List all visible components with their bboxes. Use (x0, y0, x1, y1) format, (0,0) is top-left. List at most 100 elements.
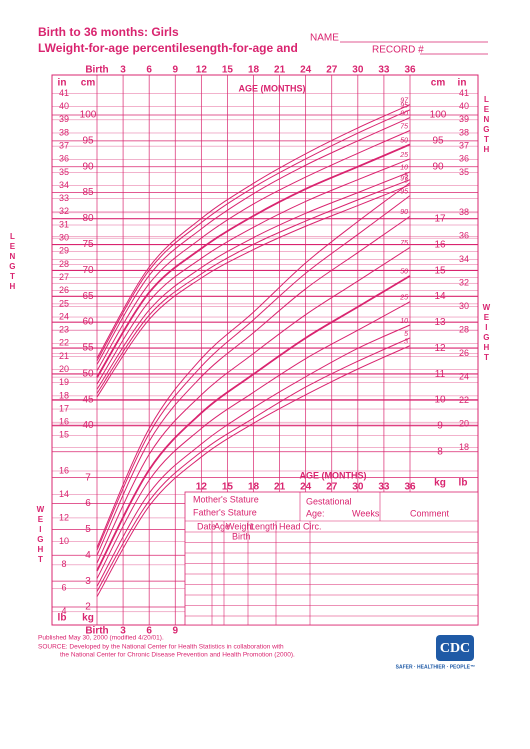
inch-tick-label: 16 (59, 417, 69, 427)
kg-tick-label: 3 (85, 576, 91, 587)
inch-tick-label: 20 (59, 364, 69, 374)
percentile-label: 50 (400, 269, 408, 276)
lb-tick-label: 12 (59, 512, 69, 522)
percentile-curve (96, 130, 411, 371)
inch-tick-label: 35 (459, 167, 469, 177)
percentile-label: 90 (400, 110, 408, 117)
kg-tick-label: 4 (85, 550, 91, 561)
axis-title: LENGTH (482, 95, 491, 155)
x-tick-label: 21 (274, 482, 286, 493)
percentile-curve (96, 246, 411, 564)
x-tick-label: 15 (222, 482, 234, 493)
cm-tick-label: 90 (432, 161, 444, 172)
inch-tick-label: 32 (59, 206, 69, 216)
x-tick-label: 30 (352, 482, 364, 493)
x-tick-label: 33 (378, 482, 390, 493)
cm-tick-label: 95 (432, 135, 444, 146)
lb-tick-label: 6 (61, 583, 66, 593)
percentile-curve (96, 337, 411, 592)
gestational: Gestational (306, 496, 352, 506)
inch-tick-label: 15 (59, 430, 69, 440)
x-tick-label: 9 (172, 65, 178, 76)
x-tick-label: 12 (196, 482, 208, 493)
axis-title: LENGTH (8, 232, 17, 292)
percentile-label: 97 (400, 97, 409, 104)
percentile-label: 97 (400, 176, 409, 183)
x-tick-label: 18 (248, 482, 260, 493)
x-tick-label: Birth (85, 65, 108, 76)
published: Published May 30, 2000 (modified 4/20/01… (38, 635, 164, 642)
percentile-curve (96, 158, 411, 385)
x-tick-label: 21 (274, 65, 286, 76)
percentile-label: 25 (399, 295, 408, 302)
inch-tick-label: 38 (459, 127, 469, 137)
inch-tick-label: 22 (59, 338, 69, 348)
x-tick-label: 6 (146, 626, 152, 637)
x-tick-label: 3 (120, 65, 126, 76)
inch-tick-label: 37 (459, 141, 469, 151)
unit-label: in (58, 78, 67, 89)
lb-tick-label: 24 (459, 371, 469, 381)
unit-label: in (458, 78, 467, 89)
x-tick-label: 30 (352, 65, 364, 76)
lb-tick-label: 34 (459, 254, 469, 264)
inch-tick-label: 30 (59, 233, 69, 243)
lb-tick-label: 36 (459, 231, 469, 241)
kg-tick-label: 15 (434, 265, 446, 276)
inch-tick-label: 23 (59, 325, 69, 335)
lb-tick-label: 10 (59, 536, 69, 546)
x-tick-label: 36 (404, 482, 416, 493)
column-header: Age (214, 521, 230, 531)
kg-tick-label: 2 (85, 602, 91, 613)
percentile-curve (96, 345, 411, 597)
percentile-curve (96, 195, 411, 551)
inch-tick-label: 29 (59, 246, 69, 256)
lb-tick-label: 16 (59, 465, 69, 475)
x-tick-label: 27 (326, 482, 338, 493)
cm-tick-label: 85 (82, 187, 94, 198)
unit-label: lb (58, 613, 67, 624)
kg-tick-label: 8 (437, 446, 443, 457)
cdc-logo (436, 635, 474, 661)
table-box (184, 491, 479, 626)
percentile-curve (96, 104, 411, 359)
inch-tick-label: 28 (59, 259, 69, 269)
percentile-curve (96, 179, 411, 394)
weeks-label: Weeks (352, 508, 380, 518)
kg-tick-label: 9 (437, 421, 443, 432)
percentile-label: 25 (399, 152, 408, 159)
cm-tick-label: 100 (80, 110, 97, 121)
kg-tick-label: 12 (434, 343, 446, 354)
kg-tick-label: 16 (434, 239, 446, 250)
inch-tick-label: 25 (59, 298, 69, 308)
unit-label: kg (434, 478, 446, 489)
inch-tick-label: 37 (59, 141, 69, 151)
lb-tick-label: 18 (459, 442, 469, 452)
percentile-curve (96, 275, 411, 572)
column-header: Date (197, 521, 216, 531)
column-header: Weight (226, 521, 254, 531)
record-label: RECORD # (372, 45, 424, 56)
cm-tick-label: 95 (82, 135, 94, 146)
x-tick-label: Birth (85, 626, 108, 637)
mother-stature: Mother's Stature (193, 494, 259, 504)
birth-row: Birth (232, 531, 251, 541)
kg-tick-label: 5 (85, 524, 91, 535)
lb-tick-label: 20 (459, 418, 469, 428)
lb-tick-label: 30 (459, 301, 469, 311)
cdc-logo-text: CDC (440, 641, 470, 656)
unit-label: cm (431, 78, 446, 89)
unit-label: cm (81, 78, 96, 89)
lb-tick-label: 26 (459, 348, 469, 358)
x-tick-label: 33 (378, 65, 390, 76)
percentile-curve (96, 184, 411, 398)
source: the National Center for Chronic Disease … (60, 652, 295, 659)
x-tick-label: 12 (196, 65, 208, 76)
percentile-label: 10 (400, 165, 408, 172)
lb-tick-label: 22 (459, 395, 469, 405)
inch-tick-label: 17 (59, 403, 69, 413)
percentile-label: 95 (400, 189, 408, 196)
lb-tick-label: 8 (61, 559, 66, 569)
title: Birth to 36 months: Girls (38, 25, 179, 39)
lb-tick-label: 38 (459, 207, 469, 217)
